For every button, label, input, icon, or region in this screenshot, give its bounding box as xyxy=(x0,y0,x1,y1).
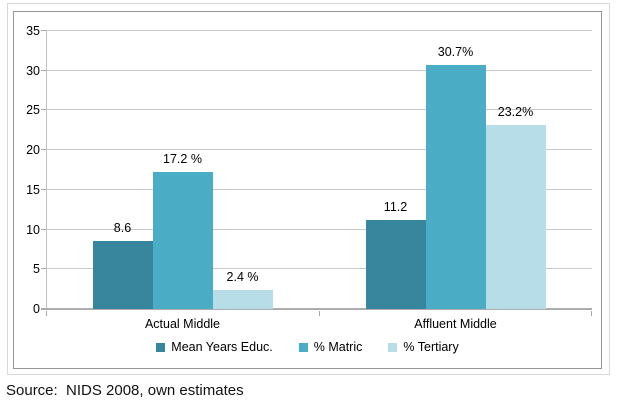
y-axis-tick-label: 5 xyxy=(33,262,40,277)
gridline-y25 xyxy=(46,109,592,111)
bar-matric-0 xyxy=(152,172,213,309)
legend: Mean Years Educ. % Matric % Tertiary xyxy=(14,340,601,354)
gridline-y10 xyxy=(46,228,592,230)
x-axis-tick xyxy=(591,311,592,316)
data-label: 30.7% xyxy=(437,45,474,60)
y-axis-tick xyxy=(41,188,46,190)
data-label: 8.6 xyxy=(113,220,132,235)
y-axis-tick-label: 35 xyxy=(26,24,40,38)
gridline-y5 xyxy=(46,268,592,270)
bar-matric-1 xyxy=(425,65,486,309)
legend-item-tertiary: % Tertiary xyxy=(388,340,459,354)
y-axis-line xyxy=(46,31,47,309)
gridline-y30 xyxy=(46,69,592,71)
legend-swatch-icon xyxy=(298,342,308,352)
y-axis-tick xyxy=(41,30,46,31)
y-axis-tick-label: 10 xyxy=(26,222,40,237)
data-label: 11.2 xyxy=(383,200,408,215)
y-axis-tick xyxy=(41,309,46,310)
y-axis-tick-label: 0 xyxy=(33,302,40,316)
bar-chart-figure: 0 5 10 15 20 25 30 35 8.6 17.2 % 2.4 % 11.2 30.7% 23.… xyxy=(7,3,610,375)
legend-swatch-icon xyxy=(156,342,166,352)
y-axis-tick-label: 20 xyxy=(26,143,40,158)
legend-label: % Matric xyxy=(313,340,363,354)
bar-mean-years-educ-1 xyxy=(365,220,426,309)
data-label: 17.2 % xyxy=(163,152,202,167)
source-note: Source: NIDS 2008, own estimates xyxy=(6,382,244,399)
x-axis-tick xyxy=(46,311,47,316)
chart-area-frame: 0 5 10 15 20 25 30 35 8.6 17.2 % 2.4 % 11.2 30.7% 23.… xyxy=(13,11,602,369)
legend-item-matric: % Matric xyxy=(298,340,363,354)
gridline-y20 xyxy=(46,149,592,151)
bar-mean-years-educ-0 xyxy=(92,240,153,309)
data-label: 2.4 % xyxy=(226,269,259,284)
x-axis-line xyxy=(41,308,592,310)
plot-area: 0 5 10 15 20 25 30 35 8.6 17.2 % 2.4 % 11.2 30.7% 23.… xyxy=(26,24,592,316)
y-axis-tick xyxy=(41,268,46,270)
legend-label: % Tertiary xyxy=(403,340,459,354)
legend-label: Mean Years Educ. xyxy=(171,340,273,354)
y-axis-tick xyxy=(41,228,46,230)
legend-swatch-icon xyxy=(388,342,398,352)
bar-tertiary-0 xyxy=(212,289,273,309)
y-axis-tick xyxy=(41,69,46,71)
category-label-1: Affluent Middle xyxy=(414,317,497,331)
gridline-y15 xyxy=(46,188,592,190)
gridline-y35 xyxy=(46,30,592,31)
y-axis-tick-label: 30 xyxy=(26,63,40,78)
y-axis-tick-label: 15 xyxy=(26,182,40,197)
y-axis-tick xyxy=(41,109,46,111)
bar-tertiary-1 xyxy=(485,124,546,309)
data-label: 23.2% xyxy=(497,104,534,119)
y-axis-tick xyxy=(41,149,46,151)
y-axis-tick-label: 25 xyxy=(26,103,40,118)
category-label-0: Actual Middle xyxy=(144,317,221,331)
legend-item-mean-years-educ: Mean Years Educ. xyxy=(156,340,273,354)
x-axis-tick xyxy=(319,311,320,316)
